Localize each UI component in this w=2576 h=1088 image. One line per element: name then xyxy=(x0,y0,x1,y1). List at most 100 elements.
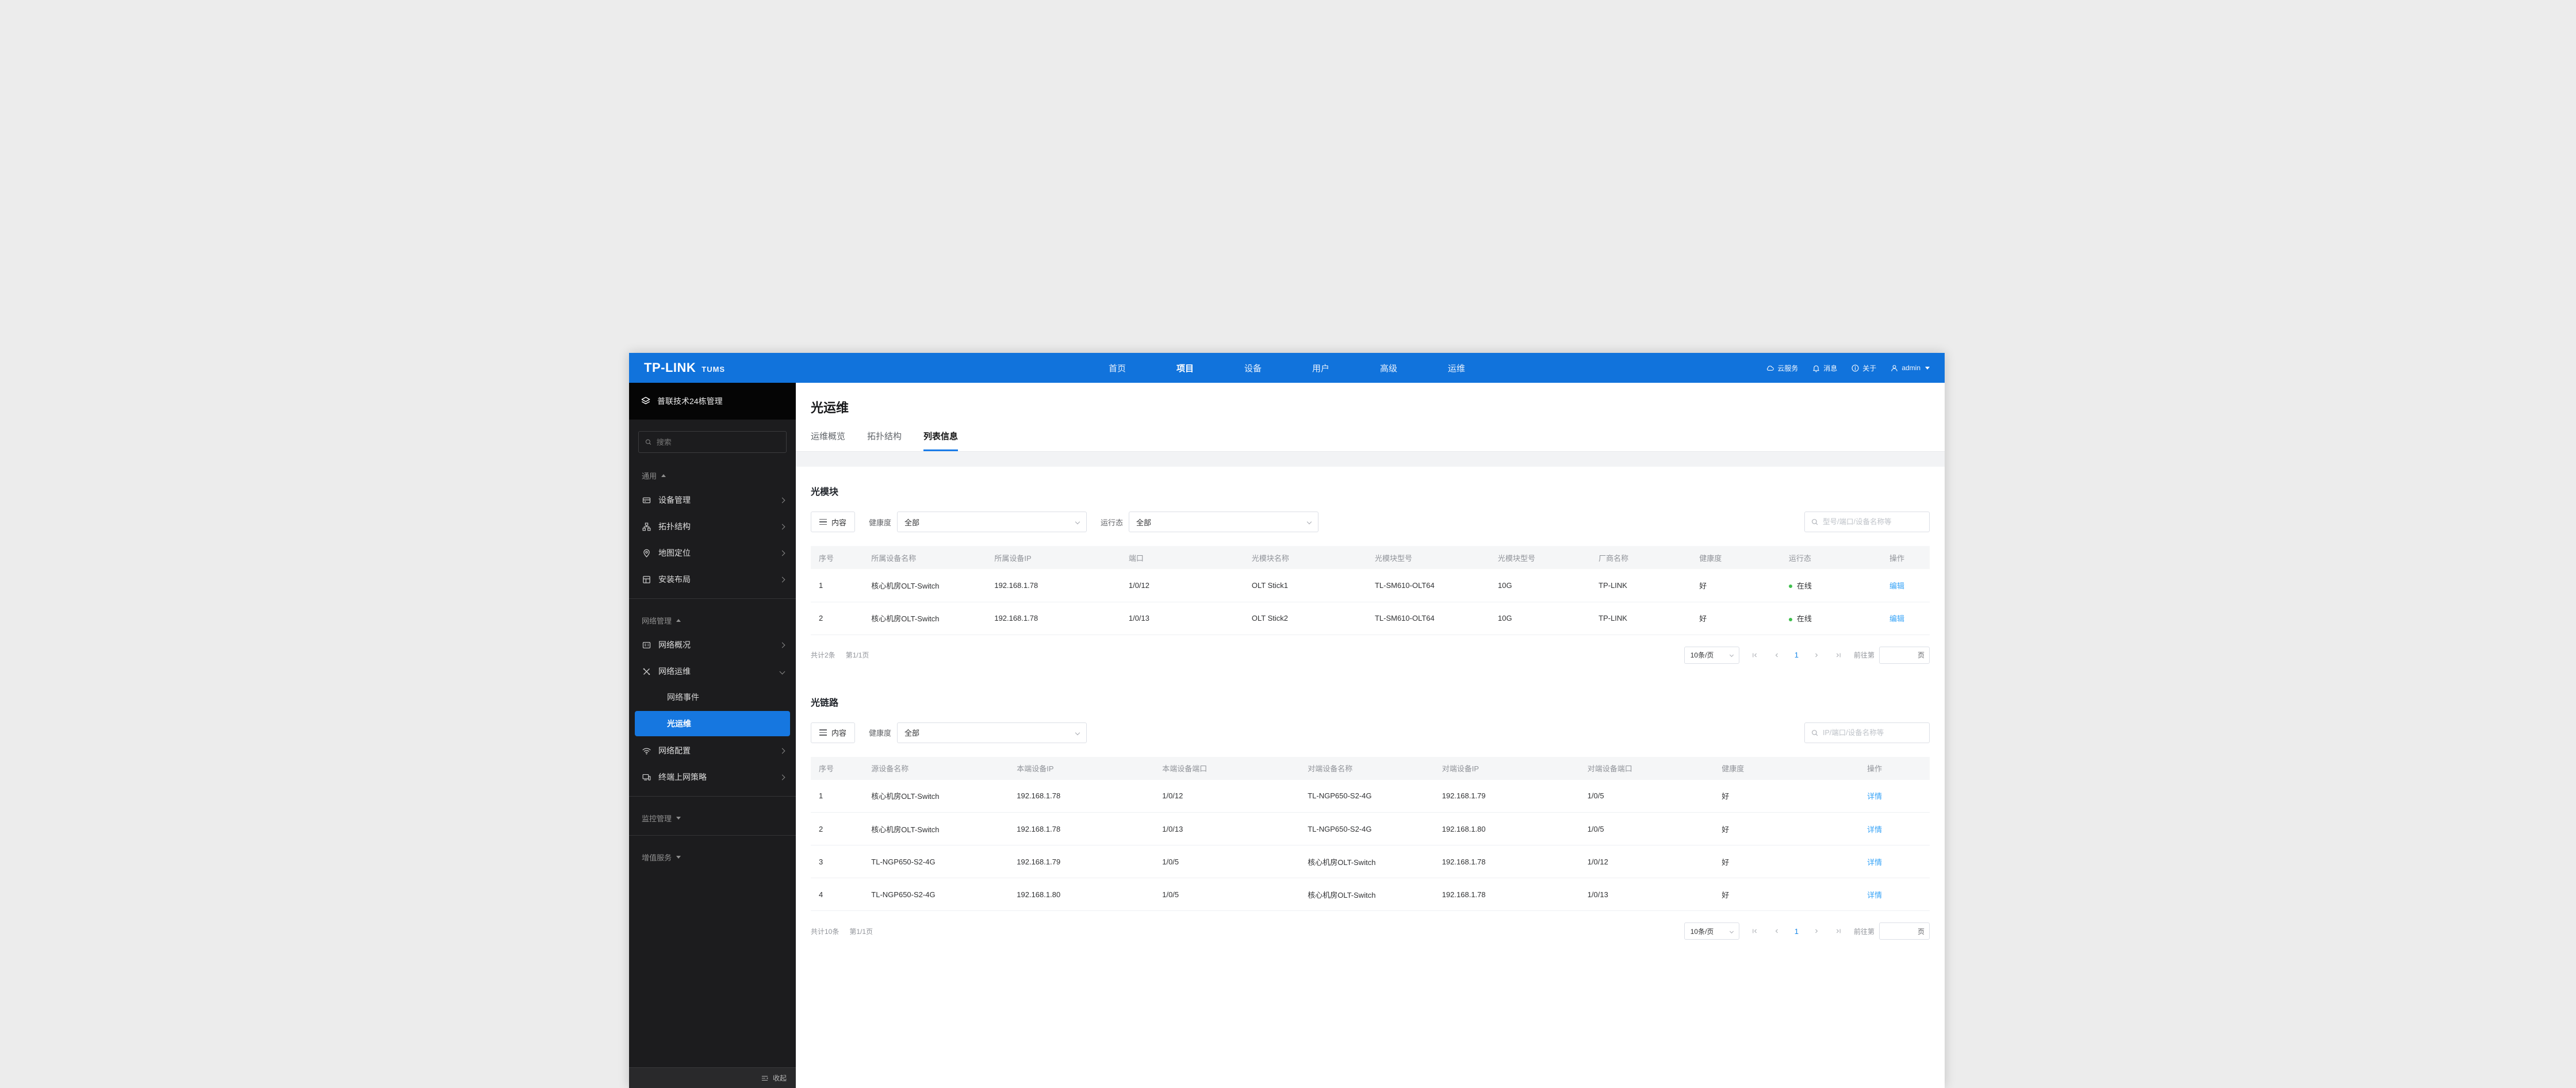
nav-device[interactable]: 设备 xyxy=(1244,363,1262,374)
device-icon xyxy=(642,495,651,505)
group-network-management[interactable]: 网络管理 xyxy=(629,605,796,632)
goto-page: 前往第 页 xyxy=(1854,922,1930,940)
next-page-button[interactable] xyxy=(1812,927,1820,935)
nav-ops[interactable]: 运维 xyxy=(1448,363,1466,374)
sidebar-search-input[interactable] xyxy=(656,437,780,447)
tplink-logo: TP-LINK TUMS xyxy=(644,360,725,375)
cell: 192.168.1.79 xyxy=(1437,779,1583,813)
pager: 1 xyxy=(1751,651,1842,659)
cell: 1/0/12 xyxy=(1582,845,1718,878)
sidebar-subitem-network-events[interactable]: 网络事件 xyxy=(629,685,796,710)
first-page-button[interactable] xyxy=(1751,651,1759,659)
sidebar-item-install-layout[interactable]: 安装布局 xyxy=(629,566,796,593)
goto-page-input[interactable] xyxy=(1884,927,1918,935)
link-search xyxy=(1804,722,1930,743)
tab-topology[interactable]: 拓扑结构 xyxy=(867,432,902,441)
state-filter-select[interactable]: 全部 xyxy=(1129,512,1319,532)
sidebar-item-label: 网络运维 xyxy=(658,667,691,676)
sidebar-item-network-config[interactable]: 网络配置 xyxy=(629,737,796,764)
page-size-value: 10条/页 xyxy=(1690,927,1714,936)
column-header: 对端设备IP xyxy=(1437,756,1583,780)
tab-ops-overview[interactable]: 运维概览 xyxy=(811,432,846,441)
optical-module-title: 光模块 xyxy=(811,487,839,497)
group-monitoring-management[interactable]: 监控管理 xyxy=(629,802,796,829)
link-search-input[interactable] xyxy=(1823,728,1923,737)
module-search-input[interactable] xyxy=(1823,518,1923,526)
optical-module-section: 光模块 内容 健康度 全部 运行态 全部 xyxy=(811,484,1930,664)
user-icon xyxy=(1890,364,1899,372)
content-columns-button[interactable]: 内容 xyxy=(811,512,856,532)
page-size-select[interactable]: 10条/页 xyxy=(1684,922,1739,940)
content-columns-button[interactable]: 内容 xyxy=(811,722,856,743)
health-filter-select[interactable]: 全部 xyxy=(897,722,1087,743)
column-header: 对端设备名称 xyxy=(1303,756,1438,780)
chevron-right-icon xyxy=(779,550,785,556)
column-header: 本端设备IP xyxy=(1012,756,1158,780)
current-page[interactable]: 1 xyxy=(1794,651,1799,659)
edit-link[interactable]: 编辑 xyxy=(1889,581,1905,590)
next-page-button[interactable] xyxy=(1812,651,1820,659)
account-menu[interactable]: admin xyxy=(1890,364,1930,372)
column-header: 光模块型号 xyxy=(1493,546,1594,569)
sidebar-item-network-ops[interactable]: 网络运维 xyxy=(629,658,796,685)
sidebar-item-device-management[interactable]: 设备管理 xyxy=(629,487,796,513)
details-link[interactable]: 详情 xyxy=(1867,792,1883,801)
goto-page: 前往第 页 xyxy=(1853,646,1930,664)
sidebar-item-label: 终端上网策略 xyxy=(658,772,707,782)
details-link[interactable]: 详情 xyxy=(1867,890,1883,899)
online-dot-icon xyxy=(1788,617,1792,621)
page-size-select[interactable]: 10条/页 xyxy=(1684,646,1739,664)
last-page-button[interactable] xyxy=(1834,927,1842,935)
site-name: 普联技术24栋管理 xyxy=(657,397,723,406)
sidebar-item-label: 网络配置 xyxy=(658,746,691,755)
nav-home[interactable]: 首页 xyxy=(1108,363,1126,374)
group-value-added-services[interactable]: 增值服务 xyxy=(629,841,796,868)
cell: 1/0/5 xyxy=(1157,845,1304,878)
cell: 核心机房OLT-Switch xyxy=(1303,878,1438,911)
cloud-service-button[interactable]: 云服务 xyxy=(1766,363,1798,373)
first-page-button[interactable] xyxy=(1751,927,1759,935)
about-button[interactable]: 关于 xyxy=(1851,363,1876,373)
column-header: 健康度 xyxy=(1717,756,1863,780)
table-row: 2 核心机房OLT-Switch 192.168.1.78 1/0/13 TL-… xyxy=(811,812,1930,845)
edit-link[interactable]: 编辑 xyxy=(1889,614,1905,623)
content-button-label: 内容 xyxy=(831,518,847,527)
cell: 10G xyxy=(1493,602,1594,635)
health-filter-select[interactable]: 全部 xyxy=(897,512,1087,532)
details-link[interactable]: 详情 xyxy=(1867,825,1883,834)
health-filter-label: 健康度 xyxy=(869,729,892,737)
tab-list-info[interactable]: 列表信息 xyxy=(923,430,959,451)
prev-page-button[interactable] xyxy=(1773,651,1781,659)
group-general-label: 通用 xyxy=(642,472,657,480)
health-filter-value: 全部 xyxy=(904,729,920,737)
goto-prefix: 前往第 xyxy=(1853,651,1874,659)
current-page[interactable]: 1 xyxy=(1794,926,1799,936)
sidebar-subitem-optical-ops[interactable]: 光运维 xyxy=(635,711,790,736)
sidebar-collapse-button[interactable]: 收起 xyxy=(629,1067,796,1088)
cell: 192.168.1.78 xyxy=(1012,779,1158,813)
nav-project[interactable]: 项目 xyxy=(1176,363,1194,374)
last-page-button[interactable] xyxy=(1834,651,1842,659)
sidebar-item-label: 网络概况 xyxy=(658,640,691,649)
group-network-label: 网络管理 xyxy=(642,617,672,625)
goto-page-input[interactable] xyxy=(1884,651,1918,659)
goto-box: 页 xyxy=(1879,646,1930,664)
total-count: 共计10条 xyxy=(811,927,839,936)
details-link[interactable]: 详情 xyxy=(1867,858,1883,867)
nav-user[interactable]: 用户 xyxy=(1312,363,1330,374)
messages-button[interactable]: 消息 xyxy=(1812,363,1837,373)
sidebar-item-topology[interactable]: 拓扑结构 xyxy=(629,513,796,540)
site-selector[interactable]: 普联技术24栋管理 xyxy=(629,383,796,420)
goto-unit: 页 xyxy=(1917,651,1925,659)
prev-page-button[interactable] xyxy=(1773,927,1781,935)
search-icon xyxy=(1811,518,1819,526)
group-general[interactable]: 通用 xyxy=(629,460,796,487)
sidebar-item-network-overview[interactable]: 网络概况 xyxy=(629,632,796,658)
optical-module-table: 序号 所属设备名称 所属设备IP 端口 光模块名称 光模块型号 光模块型号 厂商… xyxy=(811,546,1930,635)
table-row: 1 核心机房OLT-Switch 192.168.1.78 1/0/12 OLT… xyxy=(811,569,1930,602)
cell-action: 编辑 xyxy=(1885,569,1930,602)
sidebar-item-terminal-policy[interactable]: 终端上网策略 xyxy=(629,764,796,790)
sidebar-item-map-location[interactable]: 地图定位 xyxy=(629,540,796,566)
overview-icon xyxy=(642,640,651,650)
nav-advanced[interactable]: 高级 xyxy=(1380,363,1398,374)
